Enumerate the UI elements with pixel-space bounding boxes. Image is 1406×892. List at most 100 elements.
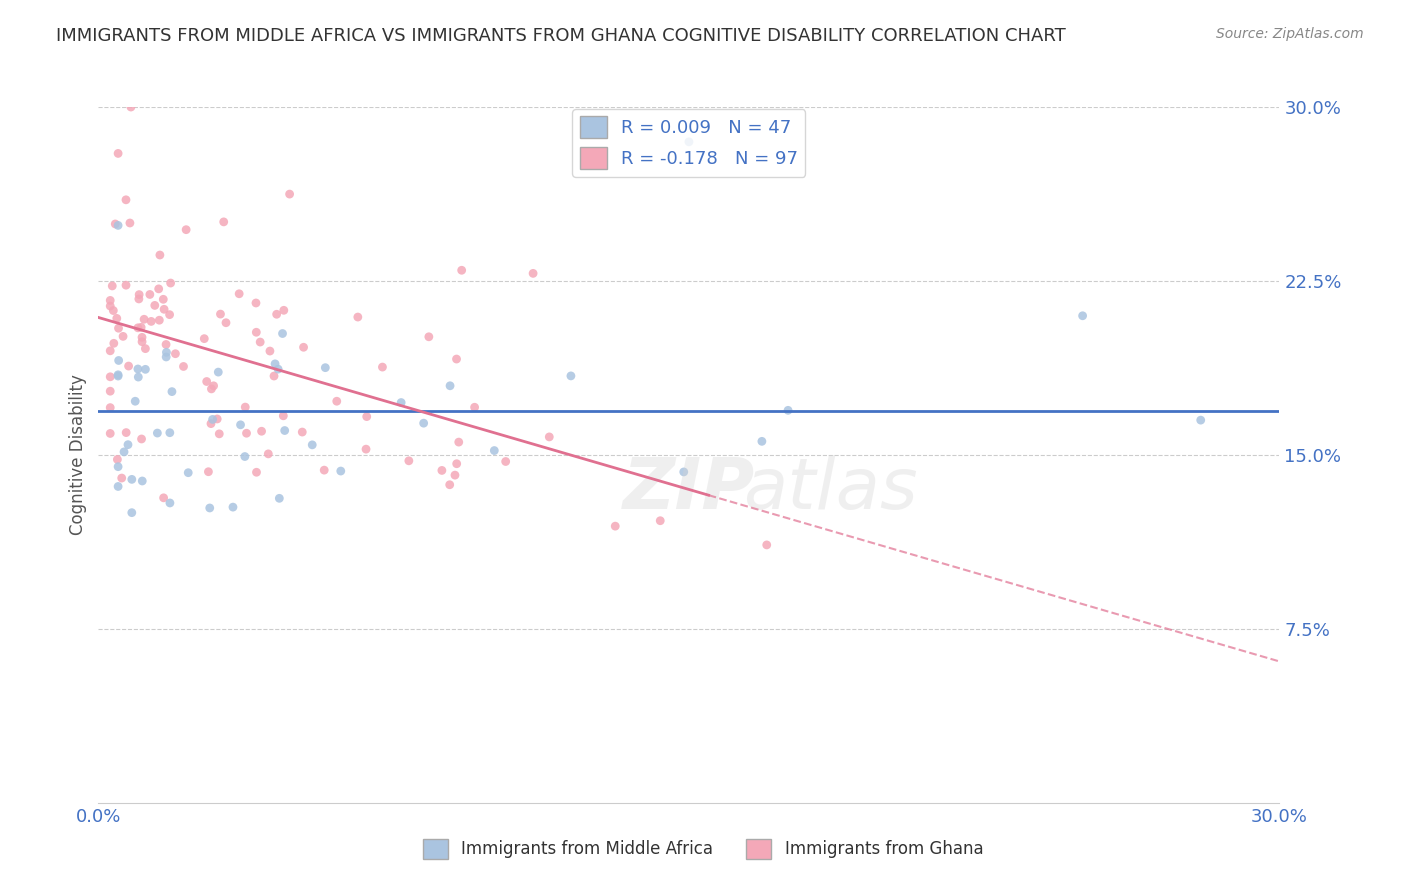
Point (257, 447, 280, 461)
Point (672, 465, 695, 479)
Point (129, 320, 152, 334)
Point (263, 369, 285, 384)
Point (495, 454, 517, 468)
Point (127, 370, 149, 384)
Point (107, 368, 129, 382)
Point (235, 426, 257, 441)
Point (127, 321, 149, 335)
Point (98, 384, 121, 399)
Point (159, 496, 181, 510)
Point (278, 187, 301, 202)
Point (159, 276, 181, 290)
Point (173, 359, 195, 374)
Point (98, 401, 121, 415)
Point (347, 310, 370, 324)
Point (776, 403, 799, 417)
Text: atlas: atlas (744, 455, 918, 524)
Point (155, 345, 177, 359)
Point (101, 279, 124, 293)
Legend: R = 0.009   N = 47, R = -0.178   N = 97: R = 0.009 N = 47, R = -0.178 N = 97 (572, 109, 806, 177)
Point (215, 316, 238, 330)
Point (134, 362, 156, 376)
Point (103, 303, 125, 318)
Point (200, 417, 222, 431)
Point (107, 459, 129, 474)
Point (159, 308, 181, 322)
Point (115, 425, 138, 440)
Point (250, 424, 273, 438)
Point (121, 506, 143, 520)
Point (269, 491, 291, 506)
Point (245, 465, 267, 479)
Point (112, 445, 135, 459)
Point (273, 409, 295, 423)
Point (439, 378, 461, 392)
Point (273, 424, 295, 438)
Point (292, 340, 315, 354)
Point (98, 369, 121, 384)
Point (107, 479, 129, 493)
Point (326, 394, 349, 409)
Point (120, 100, 142, 114)
Point (314, 463, 336, 477)
Point (446, 457, 468, 471)
Point (389, 395, 412, 409)
Point (271, 326, 294, 341)
Point (484, 443, 506, 458)
Point (356, 409, 378, 424)
Point (202, 379, 225, 393)
Point (155, 350, 177, 364)
Legend: Immigrants from Middle Africa, Immigrants from Ghana: Immigrants from Middle Africa, Immigrant… (416, 832, 990, 866)
Point (233, 400, 256, 414)
Point (1189, 413, 1212, 427)
Point (98, 426, 121, 441)
Point (98, 293, 121, 308)
Point (193, 332, 215, 346)
Point (264, 357, 287, 371)
Point (98, 299, 121, 313)
Point (398, 454, 420, 468)
Point (446, 352, 468, 367)
Point (464, 401, 486, 415)
Point (418, 330, 440, 344)
Point (1071, 309, 1094, 323)
Point (605, 519, 627, 533)
Point (222, 500, 245, 515)
Point (134, 342, 156, 356)
Point (107, 146, 129, 161)
Point (266, 307, 288, 321)
Point (104, 217, 127, 231)
Point (197, 465, 219, 479)
Point (205, 412, 228, 426)
Point (127, 362, 149, 376)
Point (755, 538, 778, 552)
Point (131, 334, 153, 349)
Point (430, 463, 453, 477)
Point (444, 468, 467, 483)
Point (153, 302, 176, 317)
Point (447, 435, 470, 450)
Point (131, 432, 153, 446)
Text: IMMIGRANTS FROM MIDDLE AFRICA VS IMMIGRANTS FROM GHANA COGNITIVE DISABILITY CORR: IMMIGRANTS FROM MIDDLE AFRICA VS IMMIGRA… (56, 27, 1066, 45)
Point (273, 303, 295, 318)
Point (152, 293, 174, 307)
Point (207, 365, 229, 379)
Point (128, 292, 150, 306)
Point (229, 417, 252, 432)
Point (650, 514, 672, 528)
Point (177, 466, 200, 480)
Point (560, 368, 582, 383)
Point (751, 434, 773, 449)
Text: Source: ZipAtlas.com: Source: ZipAtlas.com (1216, 27, 1364, 41)
Point (165, 347, 187, 361)
Point (174, 222, 197, 236)
Point (291, 425, 314, 439)
Point (111, 471, 134, 485)
Point (354, 442, 377, 457)
Point (98, 343, 121, 358)
Point (115, 193, 138, 207)
Text: ZIP: ZIP (623, 455, 755, 524)
Point (105, 452, 128, 467)
Point (117, 438, 139, 452)
Point (107, 353, 129, 368)
